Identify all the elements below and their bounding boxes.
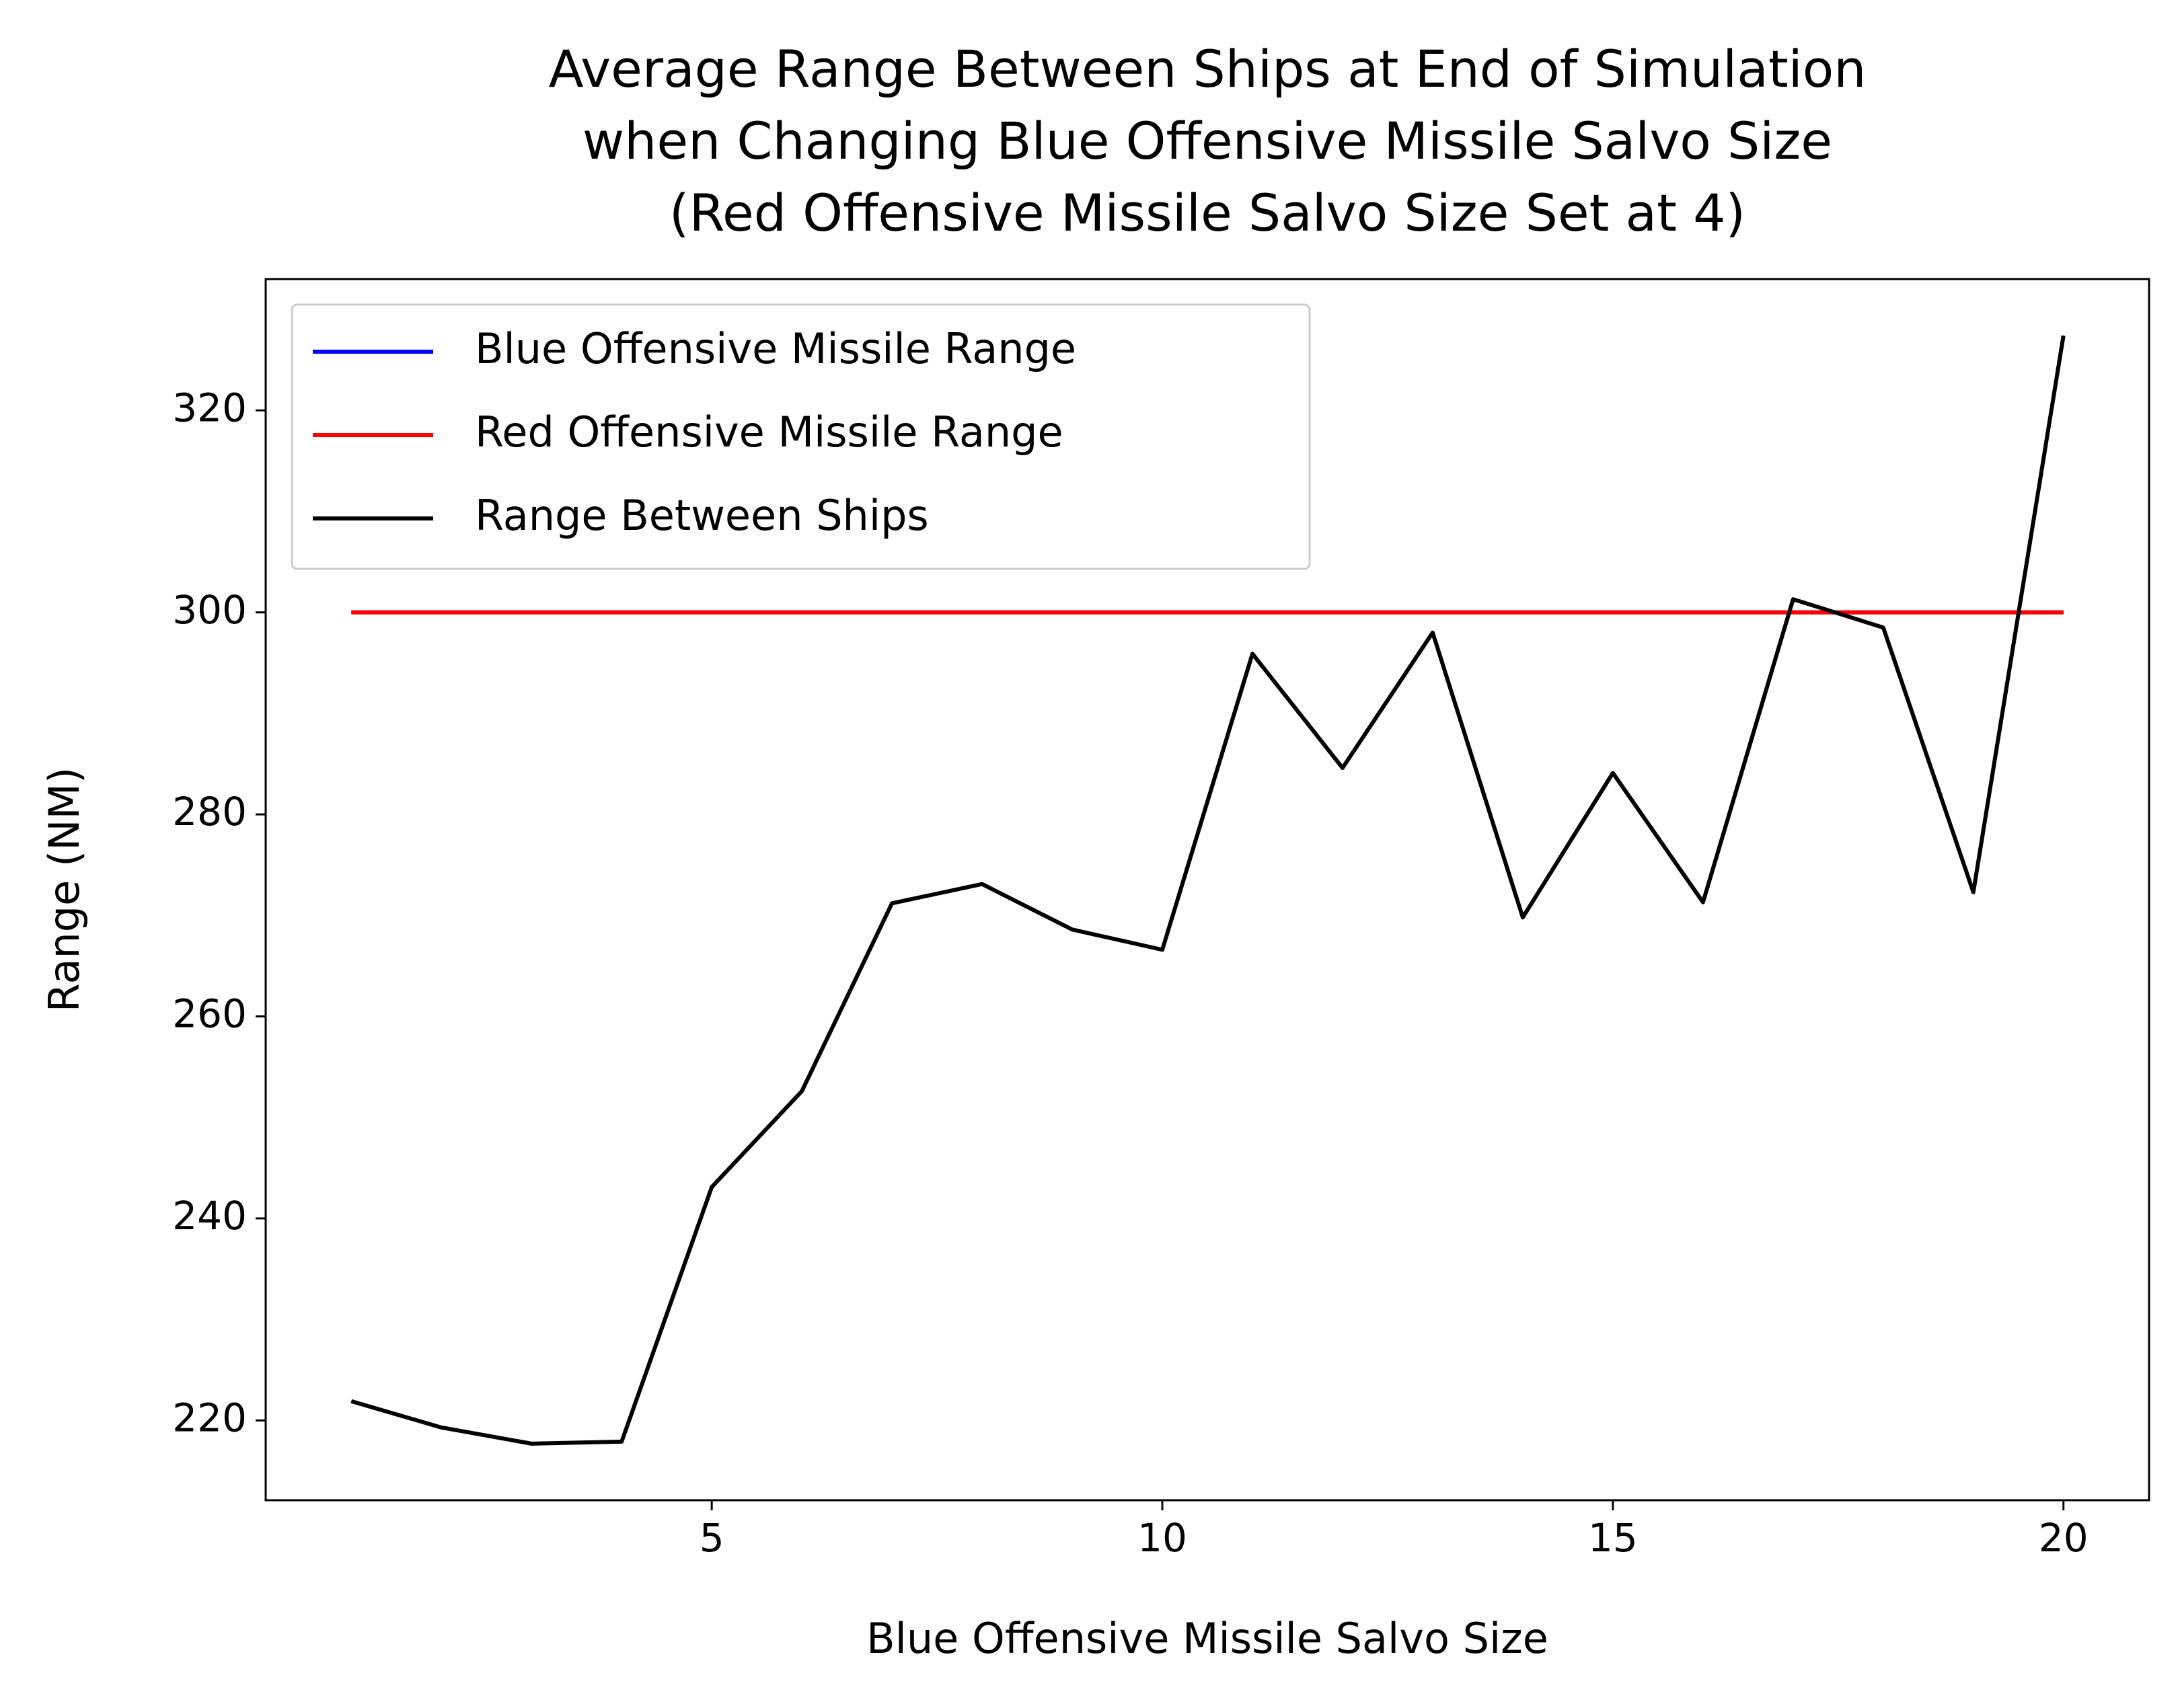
chart-title: (Red Offensive Missile Salvo Size Set at… xyxy=(669,183,1745,243)
chart-title: when Changing Blue Offensive Missile Sal… xyxy=(582,111,1832,171)
legend-label: Blue Offensive Missile Range xyxy=(475,324,1076,373)
y-tick-label: 220 xyxy=(172,1395,247,1440)
y-tick-label: 320 xyxy=(172,385,247,430)
x-tick-label: 5 xyxy=(700,1515,724,1561)
chart-title: Average Range Between Ships at End of Si… xyxy=(549,39,1867,99)
plot-frame xyxy=(264,278,2150,1502)
x-axis-label: Blue Offensive Missile Salvo Size xyxy=(866,1614,1548,1663)
y-tick-label: 240 xyxy=(172,1193,247,1239)
y-axis-label: Range (NM) xyxy=(40,767,89,1012)
title: Average Range Between Ships at End of Si… xyxy=(549,39,1867,243)
legend-label: Red Offensive Missile Range xyxy=(475,407,1063,457)
y-tick-label: 300 xyxy=(172,587,247,633)
legend-label: Range Between Ships xyxy=(475,491,929,540)
legend: Blue Offensive Missile Range Red Offensiv… xyxy=(291,303,1311,570)
y-tick-label: 280 xyxy=(172,789,247,834)
x-tick-label: 20 xyxy=(2039,1515,2089,1561)
x-tick-label: 15 xyxy=(1588,1515,1638,1561)
y-tick-label: 260 xyxy=(172,991,247,1037)
legend-box xyxy=(291,303,1311,570)
series-line xyxy=(350,335,2066,1446)
x-tick-label: 10 xyxy=(1137,1515,1187,1561)
